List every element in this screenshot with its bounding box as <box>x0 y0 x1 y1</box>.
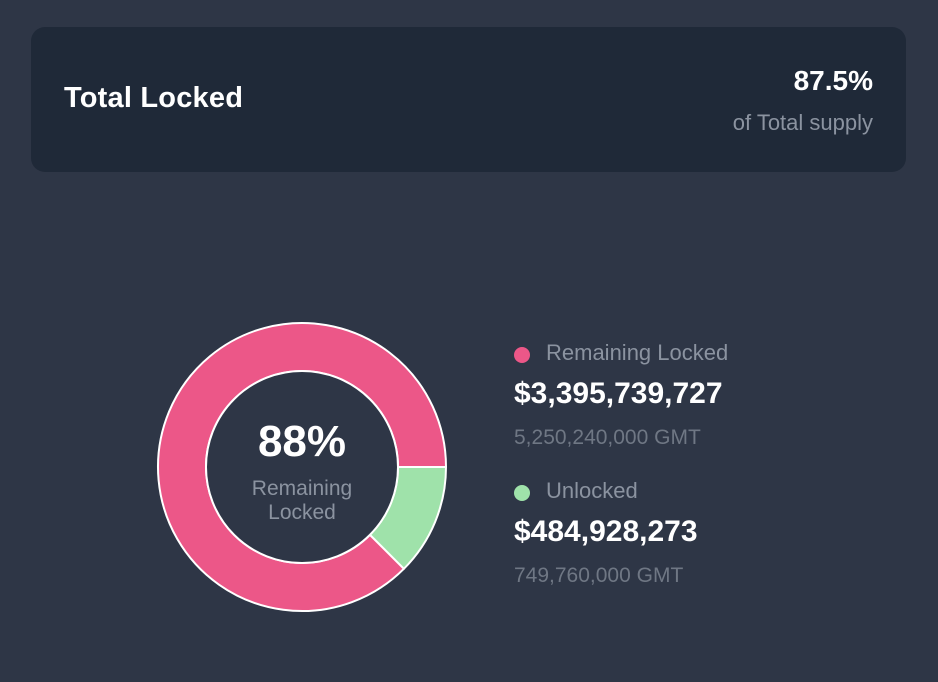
total-locked-percent: 87.5% <box>793 65 873 96</box>
legend-token-amount: 5,250,240,000 GMT <box>514 426 701 449</box>
donut-hole <box>205 370 399 564</box>
total-locked-card: Total Locked 87.5% of Total supply <box>31 27 906 172</box>
total-locked-title: Total Locked <box>64 82 244 114</box>
legend: Remaining Locked $3,395,739,727 5,250,24… <box>514 340 894 616</box>
legend-item-unlocked: Unlocked $484,928,273 749,760,000 GMT <box>514 478 894 616</box>
legend-label: Remaining Locked <box>546 340 729 365</box>
legend-usd-value: $484,928,273 <box>514 515 698 548</box>
legend-usd-value: $3,395,739,727 <box>514 377 723 410</box>
legend-item-remaining-locked: Remaining Locked $3,395,739,727 5,250,24… <box>514 340 894 478</box>
legend-token-amount: 749,760,000 GMT <box>514 564 684 587</box>
total-supply-caption: of Total supply <box>732 110 873 135</box>
legend-dot-locked <box>514 347 530 363</box>
legend-label: Unlocked <box>546 478 638 503</box>
legend-dot-unlocked <box>514 485 530 501</box>
donut-chart <box>157 322 447 612</box>
